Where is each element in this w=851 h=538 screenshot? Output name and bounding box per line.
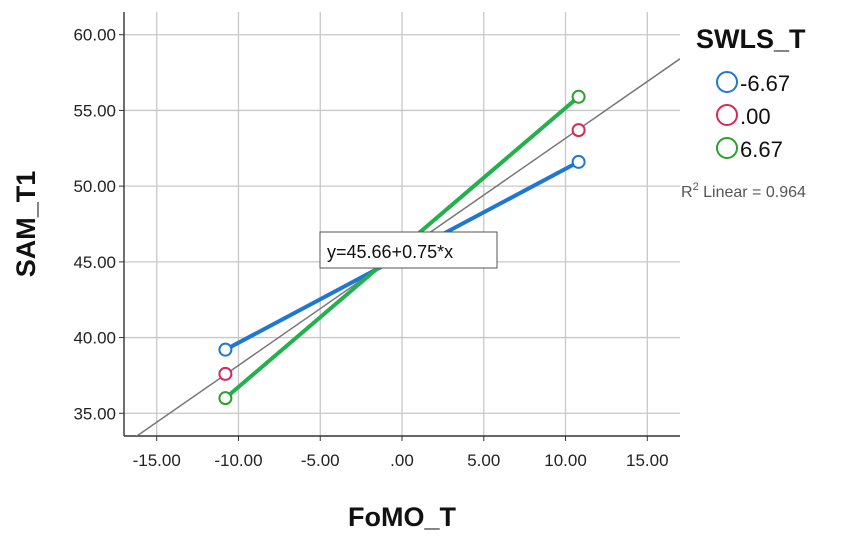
x-tick-label: 15.00 (626, 451, 669, 470)
axes (119, 12, 680, 441)
y-tick-label: 40.00 (73, 329, 116, 348)
x-tick-label: -15.00 (133, 451, 181, 470)
r2-value: Linear = 0.964 (699, 184, 806, 201)
x-tick-label: 10.00 (544, 451, 587, 470)
grid-lines (124, 12, 680, 436)
legend-marker (716, 137, 738, 159)
legend-marker (716, 104, 738, 126)
r2-superscript: 2 (693, 181, 699, 193)
legend-label: 6.67 (740, 137, 783, 162)
x-axis-title: FoMO_T (348, 502, 456, 532)
data-point (218, 391, 233, 406)
legend: SWLS_T -6.67 .00 6.67 R2 Linear = 0.964 (681, 24, 806, 201)
y-tick-label: 55.00 (73, 101, 116, 120)
x-tick-label: 5.00 (467, 451, 500, 470)
legend-label: -6.67 (740, 71, 790, 96)
data-point (571, 123, 586, 138)
legend-marker (716, 71, 738, 93)
y-axis-title: SAM_T1 (11, 171, 41, 278)
x-tick-label: -5.00 (301, 451, 340, 470)
y-tick-label: 45.00 (73, 253, 116, 272)
equation-label: y=45.66+0.75*x (327, 242, 453, 262)
y-tick-label: 60.00 (73, 26, 116, 45)
r2-label: R2 Linear = 0.964 (681, 181, 806, 201)
y-tick-label: 50.00 (73, 177, 116, 196)
y-tick-label: 35.00 (73, 404, 116, 423)
tick-labels: -15.00 -10.00 -5.00 .00 5.00 10.00 15.00 35.00 4… (73, 26, 668, 470)
data-point (571, 154, 586, 169)
data-point (218, 366, 233, 381)
x-tick-label: -10.00 (214, 451, 262, 470)
x-tick-label: .00 (390, 451, 414, 470)
r2-symbol: R (681, 184, 693, 201)
equation-box: y=45.66+0.75*x (319, 231, 498, 269)
legend-items: -6.67 .00 6.67 (716, 71, 790, 162)
legend-title: SWLS_T (696, 24, 806, 54)
data-point (218, 342, 233, 357)
legend-label: .00 (740, 104, 771, 129)
data-point (571, 89, 586, 104)
equation-box-frame (319, 231, 498, 269)
